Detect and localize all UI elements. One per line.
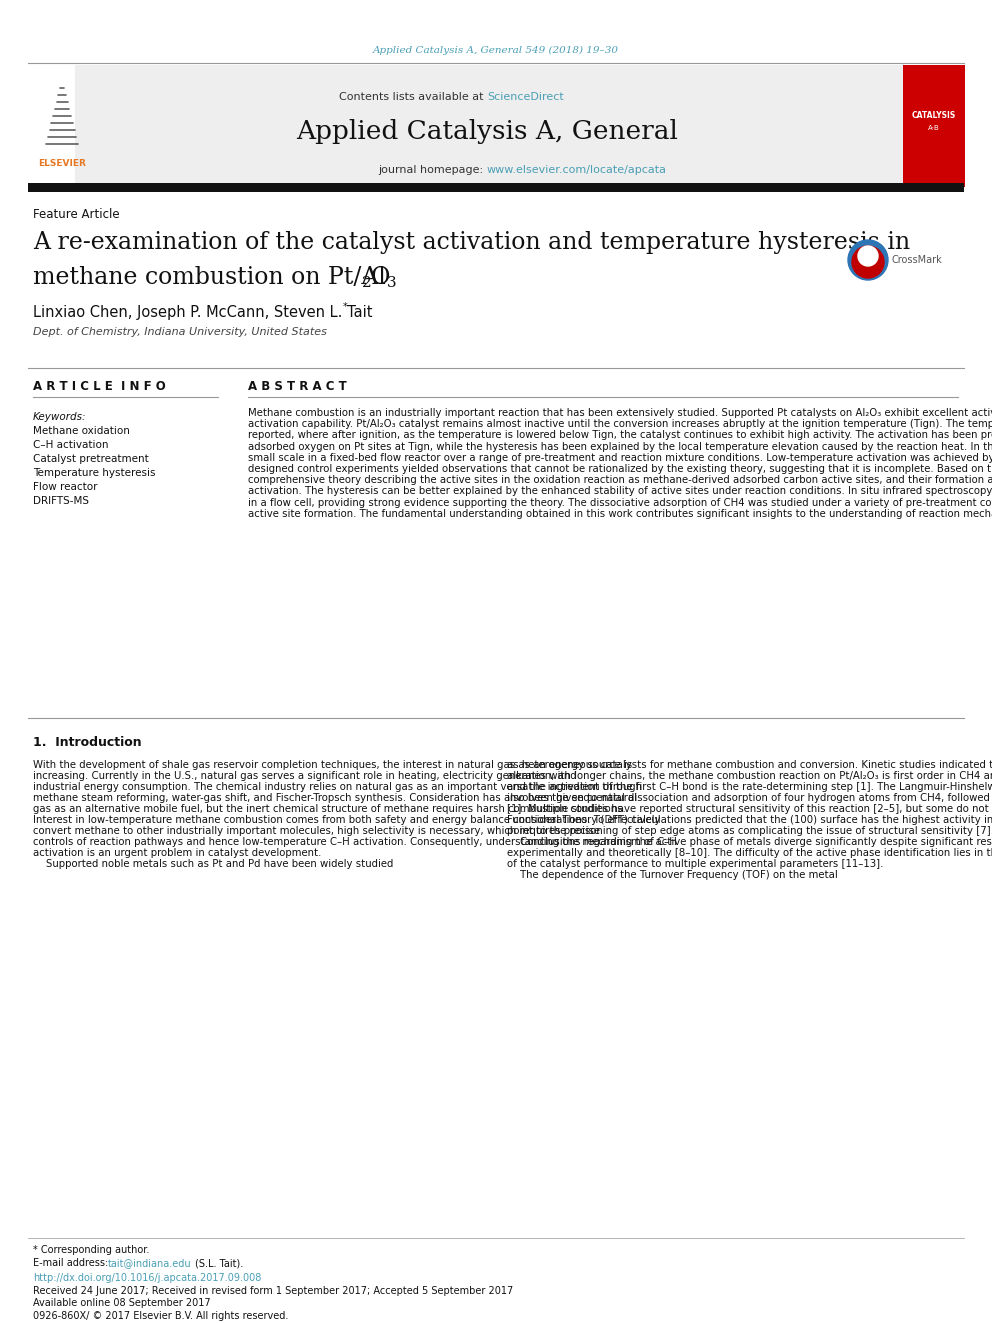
Text: methane steam reforming, water-gas shift, and Fischer-Tropsch synthesis. Conside: methane steam reforming, water-gas shift…: [33, 792, 637, 803]
Text: C–H activation: C–H activation: [33, 441, 108, 450]
Text: Linxiao Chen, Joseph P. McCann, Steven L. Tait: Linxiao Chen, Joseph P. McCann, Steven L…: [33, 304, 373, 319]
Text: A·B: A·B: [929, 124, 939, 131]
Text: activation capability. Pt/Al₂O₃ catalyst remains almost inactive until the conve: activation capability. Pt/Al₂O₃ catalyst…: [248, 419, 992, 429]
Text: industrial energy consumption. The chemical industry relies on natural gas as an: industrial energy consumption. The chemi…: [33, 782, 642, 792]
Text: [1]. Multiple studies have reported structural sensitivity of this reaction [2–5: [1]. Multiple studies have reported stru…: [507, 804, 992, 814]
Text: ELSEVIER: ELSEVIER: [38, 159, 86, 168]
Text: ScienceDirect: ScienceDirect: [487, 93, 563, 102]
Text: Received 24 June 2017; Received in revised form 1 September 2017; Accepted 5 Sep: Received 24 June 2017; Received in revis…: [33, 1286, 513, 1297]
Text: A B S T R A C T: A B S T R A C T: [248, 381, 347, 393]
Text: of the catalyst performance to multiple experimental parameters [11–13].: of the catalyst performance to multiple …: [507, 859, 883, 869]
Text: methane combustion on Pt/Al: methane combustion on Pt/Al: [33, 266, 386, 290]
Text: alkanes with longer chains, the methane combustion reaction on Pt/Al₂O₃ is first: alkanes with longer chains, the methane …: [507, 771, 992, 781]
Text: CATALYSIS: CATALYSIS: [912, 111, 956, 119]
Text: controls of reaction pathways and hence low-temperature C–H activation. Conseque: controls of reaction pathways and hence …: [33, 837, 677, 847]
Text: tait@indiana.edu: tait@indiana.edu: [108, 1258, 191, 1267]
Text: The dependence of the Turnover Frequency (TOF) on the metal: The dependence of the Turnover Frequency…: [507, 871, 838, 880]
Text: Methane oxidation: Methane oxidation: [33, 426, 130, 437]
Text: Feature Article: Feature Article: [33, 209, 120, 221]
Text: in a flow cell, providing strong evidence supporting the theory. The dissociativ: in a flow cell, providing strong evidenc…: [248, 497, 992, 508]
Text: and the activation of the first C–H bond is the rate-determining step [1]. The L: and the activation of the first C–H bond…: [507, 782, 992, 792]
Text: activation is an urgent problem in catalyst development.: activation is an urgent problem in catal…: [33, 848, 321, 859]
Text: E-mail address:: E-mail address:: [33, 1258, 111, 1267]
Text: DRIFTS-MS: DRIFTS-MS: [33, 496, 89, 505]
Text: 3: 3: [387, 277, 397, 290]
Text: convert methane to other industrially important molecules, high selectivity is n: convert methane to other industrially im…: [33, 826, 600, 836]
Text: *: *: [343, 302, 348, 312]
Text: comprehensive theory describing the active sites in the oxidation reaction as me: comprehensive theory describing the acti…: [248, 475, 992, 486]
Text: A R T I C L E  I N F O: A R T I C L E I N F O: [33, 381, 166, 393]
Text: Applied Catalysis A, General 549 (2018) 19–30: Applied Catalysis A, General 549 (2018) …: [373, 45, 619, 54]
Text: (S.L. Tait).: (S.L. Tait).: [195, 1258, 243, 1267]
Text: Temperature hysteresis: Temperature hysteresis: [33, 468, 156, 478]
Text: active site formation. The fundamental understanding obtained in this work contr: active site formation. The fundamental u…: [248, 509, 992, 519]
Text: point to the poisoning of step edge atoms as complicating the issue of structura: point to the poisoning of step edge atom…: [507, 826, 992, 836]
Text: adsorbed oxygen on Pt sites at Tign, while the hysteresis has been explained by : adsorbed oxygen on Pt sites at Tign, whi…: [248, 442, 992, 451]
Text: With the development of shale gas reservoir completion techniques, the interest : With the development of shale gas reserv…: [33, 759, 632, 770]
Text: gas as an alternative mobile fuel, but the inert chemical structure of methane r: gas as an alternative mobile fuel, but t…: [33, 804, 626, 814]
Text: CrossMark: CrossMark: [892, 255, 942, 265]
Text: Flow reactor: Flow reactor: [33, 482, 97, 492]
Text: experimentally and theoretically [8–10]. The difficulty of the active phase iden: experimentally and theoretically [8–10].…: [507, 848, 992, 859]
Text: 1.  Introduction: 1. Introduction: [33, 737, 142, 750]
Text: 2: 2: [362, 277, 372, 290]
Text: Applied Catalysis A, General: Applied Catalysis A, General: [296, 119, 678, 144]
Circle shape: [858, 246, 878, 266]
Text: Catalyst pretreatment: Catalyst pretreatment: [33, 454, 149, 464]
Bar: [903, 65, 965, 187]
Bar: [75, 65, 903, 187]
Text: involves the sequential dissociation and adsorption of four hydrogen atoms from : involves the sequential dissociation and…: [507, 792, 992, 803]
Text: Conclusions regarding the active phase of metals diverge significantly despite s: Conclusions regarding the active phase o…: [507, 837, 992, 847]
Text: increasing. Currently in the U.S., natural gas serves a significant role in heat: increasing. Currently in the U.S., natur…: [33, 771, 576, 781]
Text: Functional Theory (DFT) calculations predicted that the (100) surface has the hi: Functional Theory (DFT) calculations pre…: [507, 815, 992, 826]
Circle shape: [848, 239, 888, 280]
Text: http://dx.doi.org/10.1016/j.apcata.2017.09.008: http://dx.doi.org/10.1016/j.apcata.2017.…: [33, 1273, 261, 1283]
Bar: [28, 183, 964, 192]
Text: Keywords:: Keywords:: [33, 411, 86, 422]
Text: Contents lists available at: Contents lists available at: [339, 93, 487, 102]
Text: as heterogeneous catalysts for methane combustion and conversion. Kinetic studie: as heterogeneous catalysts for methane c…: [507, 759, 992, 770]
Text: * Corresponding author.: * Corresponding author.: [33, 1245, 150, 1256]
Text: designed control experiments yielded observations that cannot be rationalized by: designed control experiments yielded obs…: [248, 464, 992, 474]
Text: www.elsevier.com/locate/apcata: www.elsevier.com/locate/apcata: [487, 165, 667, 175]
Text: O: O: [371, 266, 391, 290]
Text: small scale in a fixed-bed flow reactor over a range of pre-treatment and reacti: small scale in a fixed-bed flow reactor …: [248, 452, 992, 463]
Text: Available online 08 September 2017: Available online 08 September 2017: [33, 1298, 210, 1308]
Text: Supported noble metals such as Pt and Pd have been widely studied: Supported noble metals such as Pt and Pd…: [33, 859, 394, 869]
Text: Interest in low-temperature methane combustion comes from both safety and energy: Interest in low-temperature methane comb…: [33, 815, 661, 826]
Text: activation. The hysteresis can be better explained by the enhanced stability of : activation. The hysteresis can be better…: [248, 487, 992, 496]
Text: Dept. of Chemistry, Indiana University, United States: Dept. of Chemistry, Indiana University, …: [33, 327, 327, 337]
Circle shape: [852, 246, 884, 278]
Text: reported, where after ignition, as the temperature is lowered below Tign, the ca: reported, where after ignition, as the t…: [248, 430, 992, 441]
Text: Methane combustion is an industrially important reaction that has been extensive: Methane combustion is an industrially im…: [248, 407, 992, 418]
Text: A re-examination of the catalyst activation and temperature hysteresis in: A re-examination of the catalyst activat…: [33, 230, 910, 254]
Text: 0926-860X/ © 2017 Elsevier B.V. All rights reserved.: 0926-860X/ © 2017 Elsevier B.V. All righ…: [33, 1311, 289, 1320]
Text: journal homepage:: journal homepage:: [378, 165, 487, 175]
